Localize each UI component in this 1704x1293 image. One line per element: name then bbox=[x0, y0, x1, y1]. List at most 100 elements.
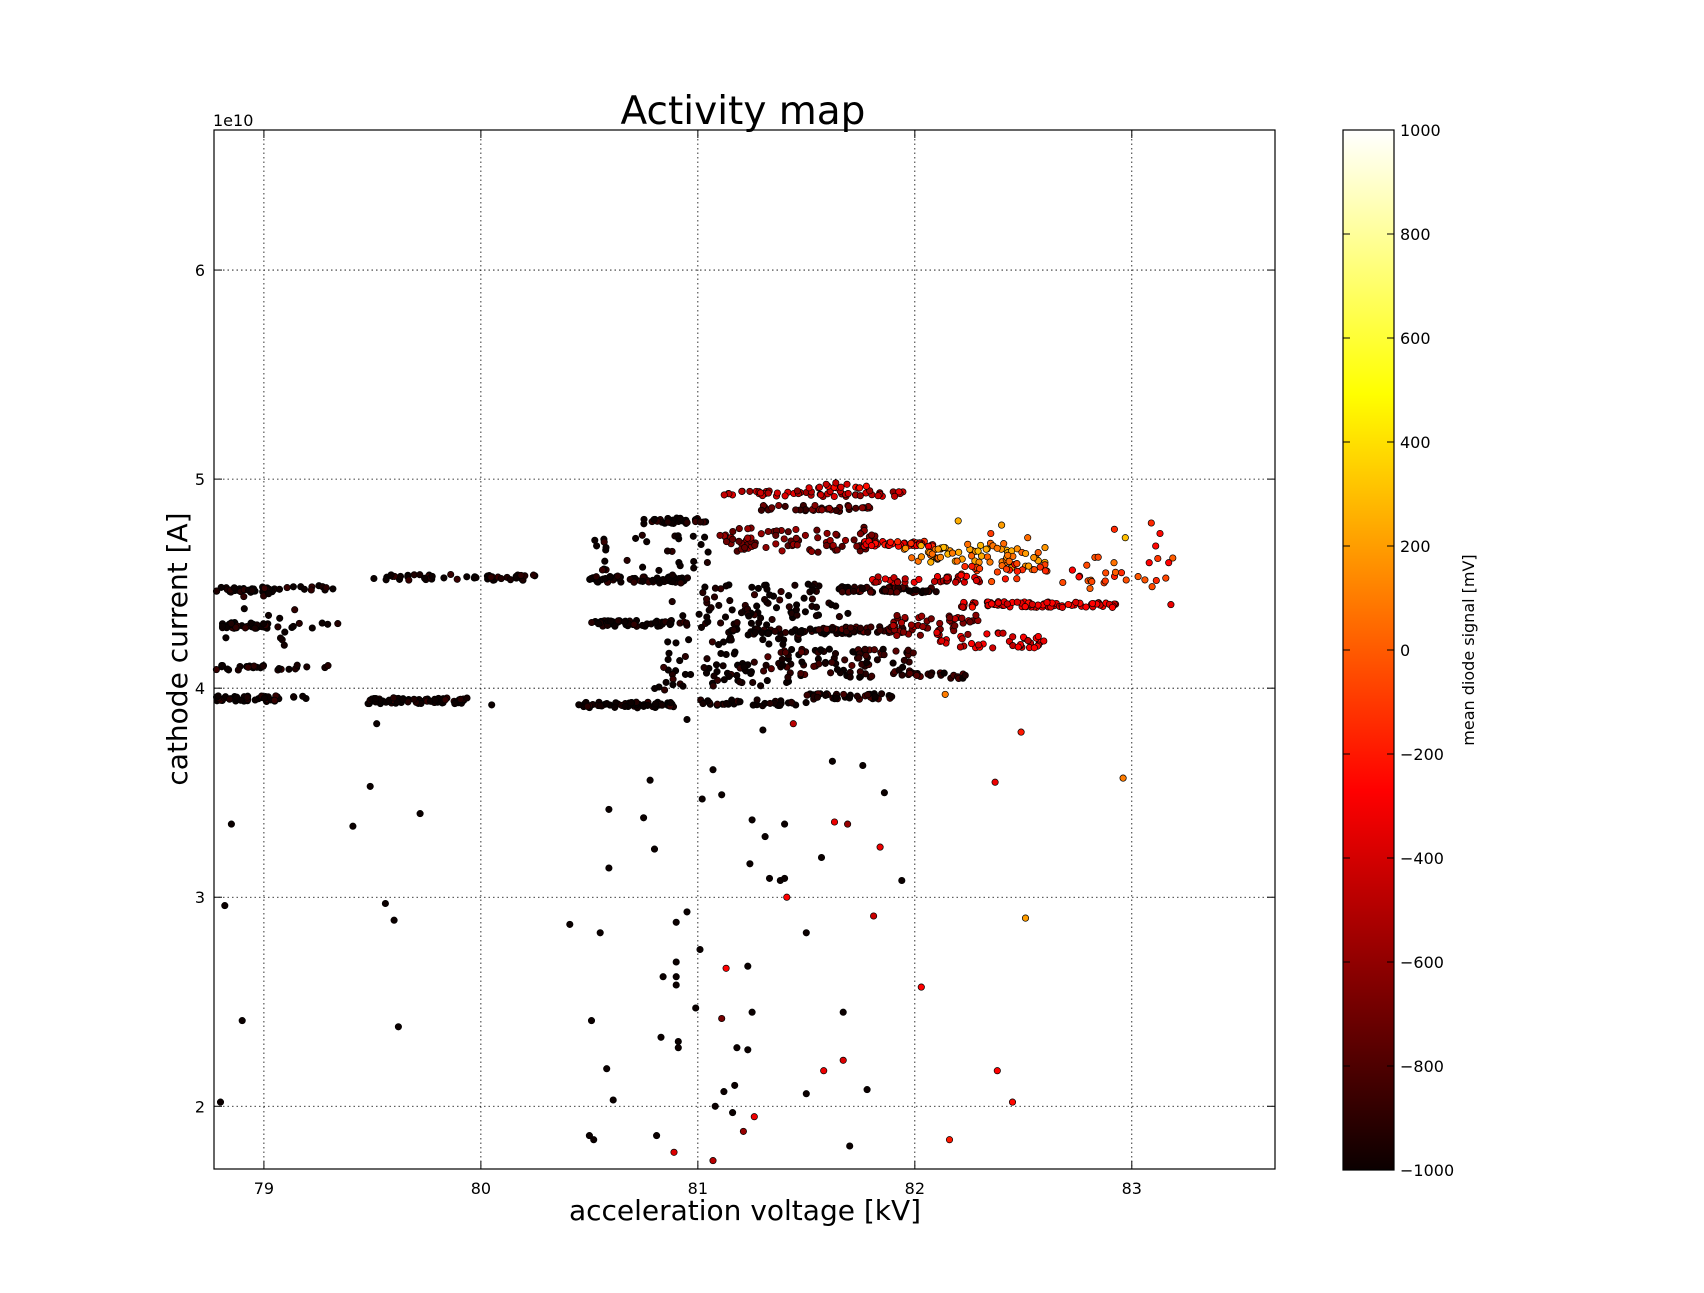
scatter-point bbox=[868, 672, 876, 680]
scatter-point bbox=[676, 562, 684, 570]
scatter-point bbox=[382, 576, 390, 584]
x-tick-label: 81 bbox=[688, 1179, 708, 1198]
scatter-point bbox=[1003, 600, 1011, 608]
scatter-point bbox=[749, 701, 757, 709]
colorbar-tick-label: 1000 bbox=[1400, 121, 1441, 140]
scatter-point bbox=[829, 541, 837, 550]
scatter-point bbox=[988, 600, 996, 608]
scatter-point bbox=[994, 599, 1002, 607]
scatter-point bbox=[696, 518, 704, 526]
scatter-point bbox=[821, 691, 830, 699]
scatter-point bbox=[858, 584, 866, 592]
scatter-point bbox=[773, 489, 781, 497]
scatter-point bbox=[1013, 598, 1021, 606]
scatter-point bbox=[281, 628, 289, 636]
scatter-point bbox=[736, 678, 744, 686]
scatter-point bbox=[871, 692, 879, 700]
scatter-point bbox=[497, 575, 505, 583]
scatter-point bbox=[662, 678, 670, 686]
scatter-point bbox=[725, 672, 733, 681]
scatter-point bbox=[621, 702, 629, 711]
scatter-point bbox=[753, 602, 761, 610]
scatter-point bbox=[784, 528, 792, 536]
scatter-point bbox=[745, 612, 753, 620]
scatter-point bbox=[291, 606, 299, 614]
scatter-point bbox=[318, 619, 326, 627]
scatter-point bbox=[1021, 603, 1029, 611]
scatter-point bbox=[707, 604, 715, 612]
scatter-point bbox=[917, 553, 925, 561]
scatter-point bbox=[730, 650, 738, 658]
scatter-point bbox=[709, 682, 717, 690]
scatter-point bbox=[802, 506, 810, 514]
scatter-point bbox=[847, 624, 855, 632]
y-tick-label: 3 bbox=[195, 888, 205, 907]
scatter-point bbox=[683, 574, 692, 582]
scatter-point bbox=[781, 502, 789, 510]
scatter-point bbox=[421, 574, 429, 582]
scatter-point bbox=[687, 670, 695, 679]
scatter-point bbox=[1041, 544, 1049, 552]
scatter-point bbox=[283, 584, 291, 592]
scatter-point bbox=[603, 1065, 611, 1073]
scatter-point bbox=[792, 525, 800, 534]
scatter-point bbox=[275, 585, 284, 593]
scatter-point bbox=[750, 658, 758, 666]
scatter-point bbox=[679, 612, 687, 620]
scatter-point bbox=[766, 591, 774, 599]
scatter-point bbox=[814, 548, 822, 556]
scatter-point bbox=[876, 843, 884, 851]
scatter-point bbox=[710, 672, 718, 680]
scatter-point bbox=[1024, 637, 1032, 645]
scatter-point bbox=[1013, 560, 1021, 568]
scatter-point bbox=[844, 489, 852, 498]
scatter-point bbox=[741, 544, 749, 552]
scatter-point bbox=[785, 592, 793, 600]
scatter-point bbox=[274, 623, 282, 631]
scatter-point bbox=[717, 619, 725, 627]
scatter-point bbox=[744, 962, 752, 970]
scatter-point bbox=[428, 572, 436, 580]
scatter-point bbox=[620, 618, 628, 626]
scatter-point bbox=[218, 622, 227, 630]
scatter-point bbox=[779, 640, 787, 648]
scatter-point bbox=[927, 558, 935, 566]
scatter-point bbox=[839, 1008, 847, 1016]
scatter-point bbox=[844, 820, 852, 828]
scatter-point bbox=[746, 487, 754, 495]
scatter-point bbox=[232, 623, 240, 631]
data-points bbox=[212, 479, 1177, 1165]
scatter-point bbox=[718, 791, 726, 799]
scatter-point bbox=[808, 595, 816, 603]
colorbar-tick-label: −400 bbox=[1400, 849, 1444, 868]
scatter-point bbox=[785, 603, 793, 611]
scatter-point bbox=[828, 658, 836, 666]
scatter-point bbox=[1028, 600, 1036, 608]
scatter-point bbox=[1108, 603, 1116, 611]
scatter-point bbox=[747, 619, 755, 627]
scatter-point bbox=[848, 661, 856, 670]
scatter-point bbox=[768, 504, 776, 512]
scatter-point bbox=[817, 646, 825, 654]
scatter-point bbox=[1111, 568, 1120, 576]
scatter-point bbox=[735, 537, 743, 545]
scatter-point bbox=[1017, 728, 1025, 736]
scatter-point bbox=[845, 502, 853, 511]
scatter-point bbox=[792, 506, 800, 514]
scatter-point bbox=[870, 912, 878, 920]
scatter-point bbox=[736, 698, 744, 706]
scatter-point bbox=[968, 562, 976, 570]
scatter-point bbox=[802, 1090, 810, 1098]
scatter-point bbox=[880, 789, 888, 797]
scatter-point bbox=[881, 587, 889, 595]
scatter-point bbox=[1083, 561, 1091, 569]
scatter-point bbox=[913, 671, 921, 680]
scatter-point bbox=[1088, 578, 1096, 586]
scatter-point bbox=[1041, 567, 1049, 575]
scatter-point bbox=[778, 547, 786, 555]
scatter-point bbox=[862, 482, 870, 490]
scatter-point bbox=[729, 1109, 737, 1117]
scatter-point bbox=[927, 615, 935, 623]
scatter-point bbox=[672, 639, 680, 647]
scatter-point bbox=[1002, 565, 1011, 573]
